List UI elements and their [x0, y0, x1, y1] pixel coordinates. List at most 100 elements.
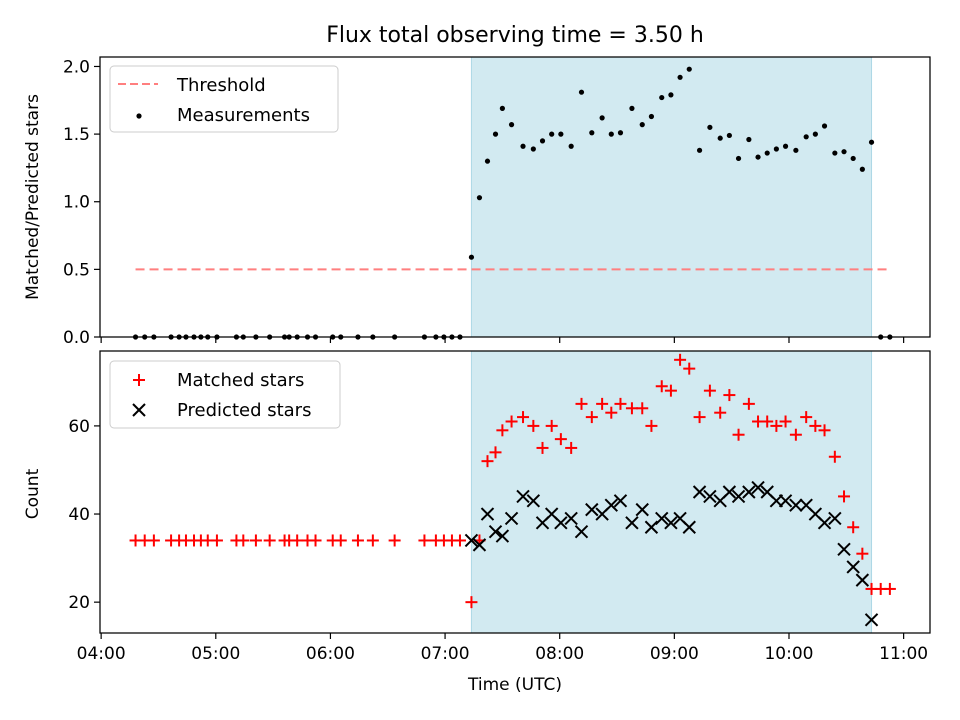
measurement-point	[821, 123, 828, 129]
matched-star-point	[856, 547, 869, 560]
predicted-star-point	[828, 511, 842, 526]
measurement-point	[726, 132, 732, 139]
matched-star-point	[453, 534, 466, 547]
predicted-star-point	[585, 502, 599, 517]
matched-star-point	[693, 411, 706, 424]
matched-star-point	[554, 433, 567, 446]
legend-predicted-swatch	[132, 403, 146, 417]
measurement-point	[832, 150, 838, 156]
predicted-star-point	[526, 494, 541, 508]
predicted-star-point	[817, 516, 832, 530]
matched-star-point	[800, 411, 813, 424]
ratio-legend-box	[109, 65, 339, 133]
ratio-y-tick-label: 1.5	[63, 125, 90, 145]
ratio-y-axis-label: Matched/Predicted stars	[23, 94, 43, 300]
x-tick-label: 07:00	[421, 644, 470, 664]
ratio-y-tick-label: 1.0	[63, 193, 90, 213]
matched-star-point	[742, 397, 755, 410]
matched-star-point	[605, 406, 618, 419]
predicted-star-point	[855, 573, 870, 587]
ratio-y-tick-label: 0.0	[63, 328, 90, 348]
matched-star-point	[505, 415, 518, 428]
matched-star-point	[636, 402, 649, 415]
predicted-star-point	[613, 494, 628, 508]
predicted-star-point	[692, 485, 707, 499]
predicted-star-point	[564, 511, 578, 526]
predicted-star-point	[864, 613, 879, 627]
measurement-point	[492, 131, 499, 137]
count-y-axis-label: Count	[23, 468, 43, 519]
matched-star-point	[481, 455, 494, 468]
matched-star-point	[674, 353, 687, 366]
measurement-point	[578, 89, 585, 95]
measurement-point	[484, 158, 491, 164]
matched-star-point	[147, 534, 160, 547]
measurement-point	[841, 149, 847, 155]
measurement-point	[568, 143, 574, 149]
matched-star-point	[664, 384, 677, 397]
predicted-star-point	[625, 516, 639, 530]
measurement-point	[639, 122, 645, 128]
matched-star-point	[210, 534, 223, 547]
matched-star-point	[761, 415, 774, 428]
predicted-star-point	[846, 560, 860, 574]
matched-star-point	[465, 596, 478, 609]
matched-star-point	[545, 419, 558, 432]
measurement-point	[677, 74, 683, 80]
measurement-point	[530, 146, 536, 152]
predicted-star-point	[504, 511, 519, 526]
count-panel-frame	[99, 350, 931, 634]
legend-measurements-label: Measurements	[177, 105, 310, 126]
matched-star-point	[366, 534, 379, 547]
matched-star-point	[683, 362, 696, 375]
ratio-legend: Threshold Measurements	[109, 65, 339, 133]
matched-star-point	[263, 534, 276, 547]
measurement-point	[773, 146, 779, 152]
matched-star-point	[625, 402, 638, 415]
predicted-star-point	[682, 520, 696, 534]
measurement-point	[520, 143, 526, 149]
matched-star-point	[789, 428, 802, 441]
predicted-star-point	[664, 516, 678, 530]
measurement-point	[558, 131, 564, 137]
measurement-point	[476, 195, 483, 201]
predicted-star-point	[742, 485, 756, 499]
predicted-star-point	[604, 498, 619, 512]
matched-star-point	[703, 384, 716, 397]
matched-star-point	[655, 380, 668, 393]
matched-star-point	[779, 415, 792, 428]
matched-star-point	[596, 397, 609, 410]
measurement-point	[868, 139, 875, 145]
count-legend-box	[109, 360, 341, 429]
measurement-point	[608, 131, 614, 137]
count-panel: 20 40 60 04:00 05:00 06:00 07:00 08:00 09:00 10:…	[23, 350, 931, 695]
legend-measurements-swatch	[136, 113, 142, 119]
x-tick-label: 04:00	[77, 644, 126, 664]
matched-star-point	[838, 490, 851, 503]
measurement-point	[589, 130, 595, 136]
count-legend: Matched stars Predicted stars	[109, 360, 341, 429]
x-tick-label: 10:00	[764, 644, 813, 664]
matched-star-point	[489, 446, 502, 459]
predicted-star-point	[644, 520, 659, 534]
ratio-panel: 0.00.51.01.52.0 Matched/Predicted stars …	[23, 56, 931, 348]
ratio-y-tick-label: 0.5	[63, 260, 90, 280]
matched-star-point	[565, 441, 578, 454]
matched-star-point	[818, 424, 831, 437]
measurement-point	[707, 124, 713, 130]
ratio-observing-span	[470, 56, 873, 338]
legend-matched-swatch	[133, 374, 145, 386]
matched-star-point	[575, 397, 588, 410]
predicted-star-point	[789, 498, 803, 512]
measurement-point	[499, 105, 505, 112]
predicted-star-point	[495, 529, 510, 543]
chart-title: Flux total observing time = 3.50 h	[326, 23, 704, 48]
legend-matched-label: Matched stars	[177, 370, 304, 391]
matched-star-point	[828, 450, 841, 463]
predicted-star-point	[480, 507, 495, 521]
measurement-point	[549, 131, 555, 137]
matched-star-point	[732, 428, 745, 441]
matched-star-point	[809, 419, 822, 432]
measurement-point	[629, 105, 635, 112]
